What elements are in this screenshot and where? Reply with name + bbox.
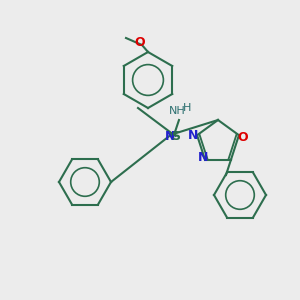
Text: H: H (183, 103, 191, 113)
Text: N: N (198, 151, 208, 164)
Text: O: O (135, 35, 145, 49)
Text: NH: NH (169, 106, 185, 116)
Text: S: S (172, 130, 181, 142)
Text: N: N (165, 130, 175, 143)
Text: N: N (188, 129, 198, 142)
Text: O: O (238, 131, 248, 144)
